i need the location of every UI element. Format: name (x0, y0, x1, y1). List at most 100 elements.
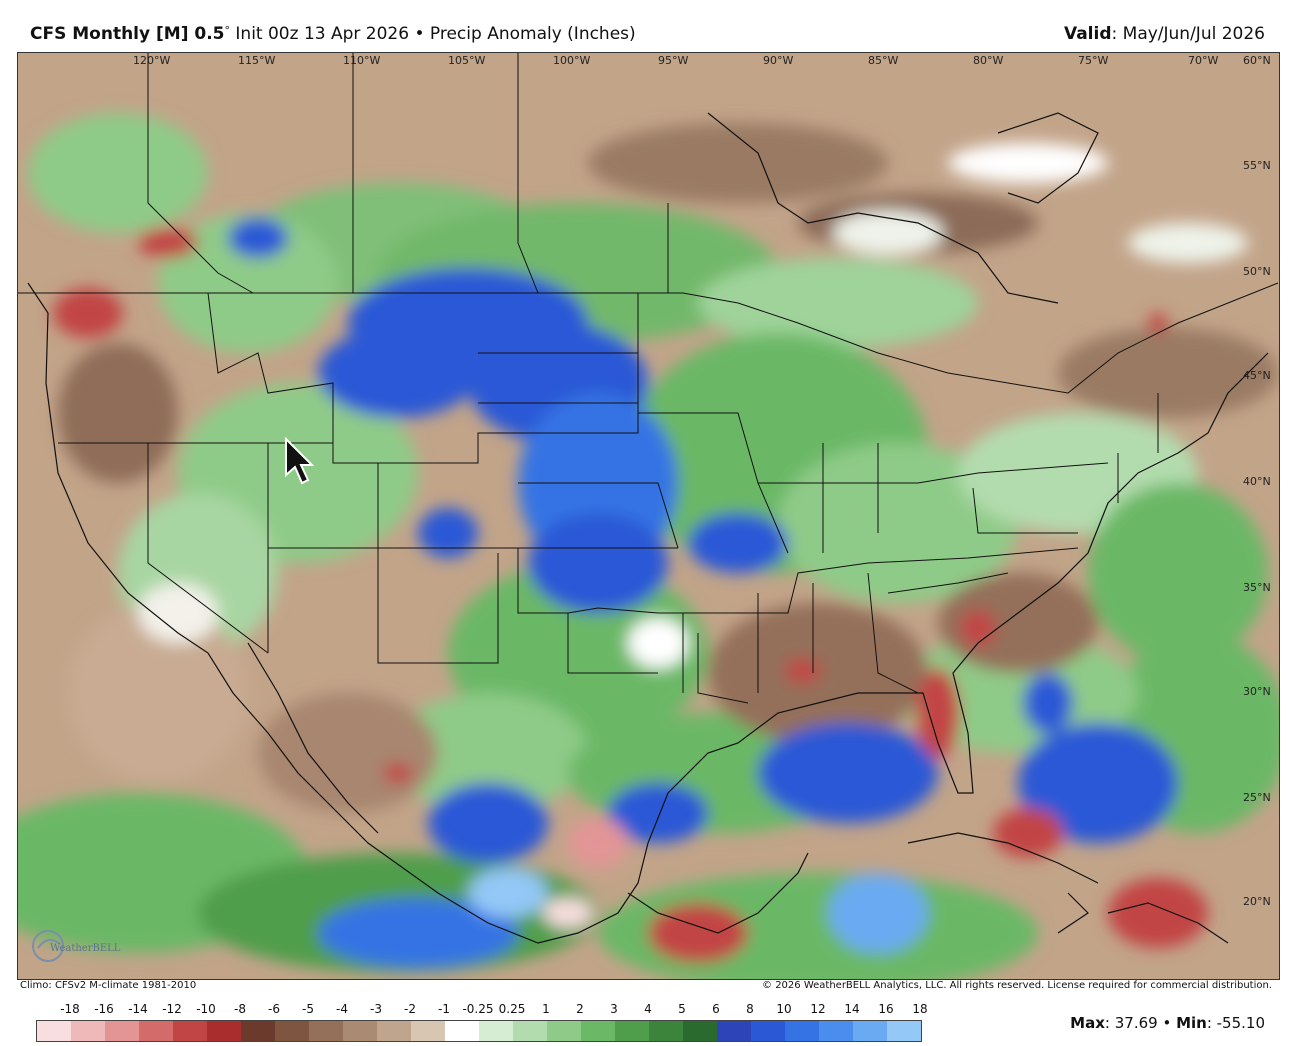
legend-swatch (513, 1021, 547, 1041)
legend-swatch (785, 1021, 819, 1041)
longitude-label: 70°W (1188, 54, 1218, 67)
legend-label: 0.25 (498, 1002, 526, 1016)
init-time: Init 00z 13 Apr 2026 (235, 24, 410, 44)
legend-swatch (819, 1021, 853, 1041)
latitude-label: 20°N (1243, 895, 1271, 908)
longitude-label: 90°W (763, 54, 793, 67)
map-canvas: 120°W 115°W 110°W 105°W 100°W 95°W 90°W 85°W 80°… (18, 53, 1279, 979)
legend-label: -6 (268, 1002, 280, 1016)
latitude-label: 50°N (1243, 265, 1271, 278)
legend-swatch (241, 1021, 275, 1041)
map-title: CFS Monthly [M] 0.5° Init 00z 13 Apr 202… (30, 24, 636, 44)
political-boundaries (18, 53, 1279, 704)
legend-swatch (275, 1021, 309, 1041)
legend-label: -1 (438, 1002, 450, 1016)
legend-swatch (581, 1021, 615, 1041)
max-value: : 37.69 (1104, 1014, 1158, 1032)
color-legend-bar (36, 1020, 922, 1042)
legend-label: 10 (776, 1002, 792, 1016)
valid-period: Valid: May/Jun/Jul 2026 (1064, 24, 1265, 44)
longitude-label: 110°W (343, 54, 380, 67)
coastlines (27, 112, 1269, 944)
legend-swatch (309, 1021, 343, 1041)
legend-swatch (547, 1021, 581, 1041)
longitude-label: 100°W (553, 54, 590, 67)
legend-swatch (479, 1021, 513, 1041)
min-label: Min (1176, 1014, 1207, 1032)
title-separator: • (414, 24, 425, 44)
legend-swatch (343, 1021, 377, 1041)
legend-swatch (207, 1021, 241, 1041)
latitude-label: 25°N (1243, 791, 1271, 804)
valid-label: Valid (1063, 24, 1112, 44)
legend-label: -3 (370, 1002, 382, 1016)
legend-label: 3 (610, 1002, 618, 1016)
legend-label: -14 (128, 1002, 148, 1016)
stats-separator: • (1157, 1014, 1177, 1032)
legend-label: -12 (162, 1002, 182, 1016)
legend-label: 2 (576, 1002, 584, 1016)
latitude-label: 35°N (1243, 581, 1271, 594)
logo-text: WeatherBELL (50, 943, 121, 954)
climo-note: Climo: CFSv2 M-climate 1981-2010 (17, 980, 200, 991)
latitude-label: 45°N (1243, 369, 1271, 382)
field-name: Precip Anomaly (Inches) (429, 24, 636, 44)
mouse-cursor-icon (285, 437, 314, 485)
longitude-label: 85°W (868, 54, 898, 67)
legend-label: 8 (746, 1002, 754, 1016)
longitude-label: 95°W (658, 54, 688, 67)
latitude-label: 55°N (1243, 159, 1271, 172)
legend-label: -8 (234, 1002, 246, 1016)
longitude-label: 75°W (1078, 54, 1108, 67)
legend-label: 18 (912, 1002, 928, 1016)
legend-swatch (139, 1021, 173, 1041)
legend-swatch (173, 1021, 207, 1041)
legend-swatch (37, 1021, 71, 1041)
legend-swatch (71, 1021, 105, 1041)
legend-label: -10 (196, 1002, 216, 1016)
legend-swatch (377, 1021, 411, 1041)
map-header: CFS Monthly [M] 0.5° Init 00z 13 Apr 202… (0, 0, 1297, 52)
latitude-label: 60°N (1243, 54, 1271, 67)
legend-label: 12 (810, 1002, 826, 1016)
precip-anomaly-map: 120°W 115°W 110°W 105°W 100°W 95°W 90°W 85°W 80°… (17, 52, 1280, 980)
legend-swatch (717, 1021, 751, 1041)
max-label: Max (1070, 1014, 1105, 1032)
legend-swatch (683, 1021, 717, 1041)
model-name: CFS Monthly [M] 0.5 (30, 24, 225, 44)
latitude-label: 30°N (1243, 685, 1271, 698)
legend-label: 16 (878, 1002, 894, 1016)
max-min-stats: Max: 37.69 • Min: -55.10 (1070, 1014, 1265, 1032)
legend-swatch (445, 1021, 479, 1041)
legend-swatch (105, 1021, 139, 1041)
legend-swatch (649, 1021, 683, 1041)
legend-labels: -18 -16 -14 -12 -10 -8 -6 -5 -4 -3 -2 -1 -0.25 0.25 1 2… (0, 1002, 1000, 1020)
legend-label: 6 (712, 1002, 720, 1016)
latitude-label: 40°N (1243, 475, 1271, 488)
legend-label: -0.25 (462, 1002, 494, 1016)
anomaly-fill-layer (18, 113, 1279, 979)
legend-swatch (751, 1021, 785, 1041)
longitude-label: 115°W (238, 54, 275, 67)
legend-label: -16 (94, 1002, 114, 1016)
min-value: : -55.10 (1206, 1014, 1265, 1032)
longitude-label: 80°W (973, 54, 1003, 67)
longitude-label: 105°W (448, 54, 485, 67)
legend-label: -2 (404, 1002, 416, 1016)
legend-swatch (853, 1021, 887, 1041)
valid-value: : May/Jun/Jul 2026 (1111, 24, 1265, 44)
legend-label: -4 (336, 1002, 348, 1016)
degree-sign: ° (224, 24, 231, 37)
longitude-label: 120°W (133, 54, 170, 67)
legend-swatch (615, 1021, 649, 1041)
legend-label: 1 (542, 1002, 550, 1016)
legend-label: -5 (302, 1002, 314, 1016)
copyright-notice: © 2026 WeatherBELL Analytics, LLC. All r… (759, 980, 1275, 991)
legend-swatch (411, 1021, 445, 1041)
legend-label: 14 (844, 1002, 860, 1016)
legend-label: 4 (644, 1002, 652, 1016)
graticule-labels: 120°W 115°W 110°W 105°W 100°W 95°W 90°W 85°W 80°… (133, 54, 1271, 908)
weatherbell-logo: WeatherBELL (32, 930, 121, 962)
legend-swatch (887, 1021, 921, 1041)
